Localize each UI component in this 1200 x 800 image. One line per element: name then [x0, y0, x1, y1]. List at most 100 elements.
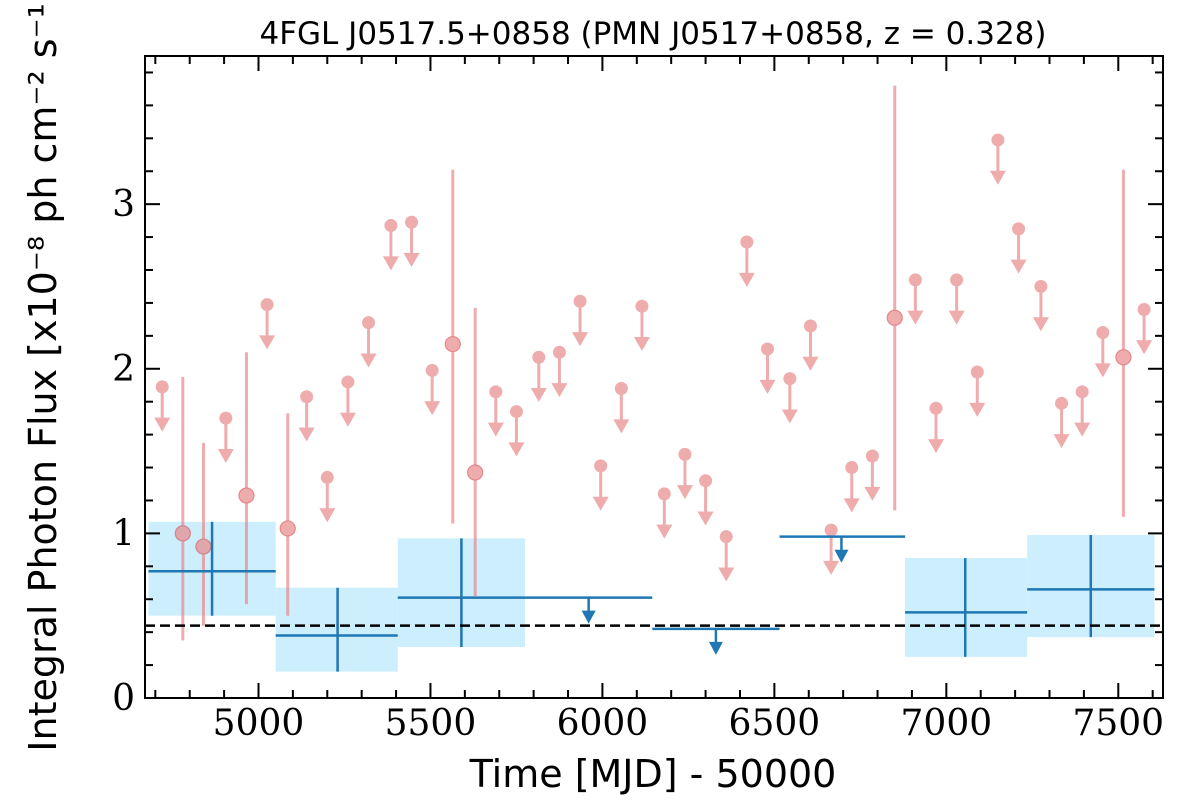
- detection-marker: [238, 487, 255, 504]
- monthly-upper-limit: [1074, 385, 1091, 437]
- monthly-upper-limit: [676, 447, 693, 500]
- upper-limit-marker: [1034, 279, 1048, 293]
- monthly-upper-limit: [259, 298, 276, 350]
- upper-limit-marker: [219, 411, 233, 425]
- upper-limit-marker: [635, 299, 649, 313]
- x-tick-label: 5000: [213, 703, 305, 744]
- upper-limit-arrowhead: [572, 332, 589, 347]
- monthly-upper-limit: [1032, 279, 1049, 332]
- upper-limit-arrowhead: [339, 412, 356, 427]
- monthly-upper-limit: [551, 345, 568, 398]
- monthly-detection: [1115, 169, 1132, 517]
- upper-limit-marker: [614, 382, 628, 396]
- y-tick-label: 3: [112, 184, 135, 225]
- x-tick-label: 7000: [901, 703, 993, 744]
- monthly-detection: [238, 352, 255, 605]
- monthly-upper-limit: [530, 350, 547, 403]
- monthly-upper-limit: [823, 523, 840, 575]
- upper-limit-marker: [699, 474, 713, 488]
- yearly-detection: [905, 558, 1028, 657]
- monthly-upper-limit: [697, 474, 714, 526]
- monthly-upper-limit: [217, 411, 234, 463]
- monthly-upper-limit: [969, 365, 986, 417]
- upper-limit-marker: [341, 375, 355, 389]
- upper-limit-marker: [405, 215, 419, 229]
- detection-marker: [467, 464, 484, 481]
- yearly-ul-arrowhead: [581, 610, 596, 624]
- upper-limit-marker: [740, 235, 754, 249]
- upper-limit-marker: [783, 372, 797, 386]
- monthly-upper-limit: [656, 487, 673, 539]
- upper-limit-arrowhead: [259, 335, 276, 350]
- upper-limit-marker: [760, 342, 774, 356]
- upper-limit-arrowhead: [508, 442, 525, 457]
- upper-limit-arrowhead: [656, 524, 673, 539]
- monthly-upper-limit: [298, 390, 315, 442]
- upper-limit-arrowhead: [1074, 422, 1091, 437]
- upper-limit-marker: [908, 273, 922, 287]
- upper-limit-marker: [678, 447, 692, 461]
- upper-limit-arrowhead: [298, 427, 315, 442]
- upper-limit-arrowhead: [217, 448, 234, 463]
- upper-limit-marker: [1096, 326, 1110, 340]
- y-axis-label: Integral Photon Flux [x10⁻⁸ ph cm⁻² s⁻¹]: [21, 0, 65, 752]
- upper-limit-marker: [489, 385, 503, 399]
- monthly-upper-limit: [633, 299, 650, 352]
- monthly-upper-limit: [154, 380, 171, 432]
- detection-marker: [886, 309, 903, 326]
- upper-limit-marker: [509, 405, 523, 419]
- detection-marker: [195, 538, 212, 555]
- upper-limit-marker: [425, 363, 439, 377]
- monthly-upper-limit: [1053, 396, 1070, 449]
- yearly-upper-limit: [779, 535, 906, 563]
- monthly-upper-limit: [928, 401, 945, 454]
- upper-limit-marker: [1137, 303, 1151, 317]
- upper-limit-marker: [970, 365, 984, 379]
- x-tick-label: 7500: [1072, 703, 1164, 744]
- y-tick-label: 2: [112, 349, 135, 390]
- monthly-upper-limit: [508, 405, 525, 457]
- upper-limit-marker: [1055, 396, 1069, 410]
- yearly-detection: [1027, 535, 1155, 638]
- x-axis-label: Time [MJD] - 50000: [469, 752, 837, 796]
- monthly-upper-limit: [843, 461, 860, 513]
- monthly-upper-limit: [1010, 222, 1027, 274]
- upper-limit-arrowhead: [319, 508, 336, 523]
- upper-limit-marker: [384, 219, 398, 233]
- monthly-upper-limit: [339, 375, 356, 427]
- upper-limit-arrowhead: [697, 511, 714, 526]
- upper-limit-marker: [1075, 385, 1089, 399]
- monthly-upper-limit: [1094, 326, 1111, 378]
- upper-limit-marker: [657, 487, 671, 501]
- upper-limit-arrowhead: [613, 419, 630, 434]
- upper-limit-arrowhead: [907, 310, 924, 325]
- monthly-detection: [444, 169, 461, 524]
- monthly-detection: [279, 413, 296, 616]
- upper-limit-arrowhead: [823, 560, 840, 575]
- upper-limit-arrowhead: [1094, 363, 1111, 378]
- upper-limit-arrowhead: [969, 402, 986, 417]
- upper-limit-arrowhead: [864, 486, 881, 501]
- x-tick-label: 6000: [557, 703, 649, 744]
- detection-marker: [279, 520, 296, 537]
- upper-limit-marker: [573, 294, 587, 308]
- upper-limit-marker: [865, 449, 879, 463]
- upper-limit-marker: [991, 133, 1005, 147]
- detection-marker: [444, 335, 461, 353]
- monthly-upper-limit: [864, 449, 881, 501]
- upper-limit-arrowhead: [424, 401, 441, 416]
- monthly-detection: [886, 85, 903, 511]
- chart-title: 4FGL J0517.5+0858 (PMN J0517+0858, z = 0…: [259, 16, 1046, 52]
- monthly-upper-limit: [592, 459, 609, 511]
- upper-limit-marker: [803, 319, 817, 333]
- upper-limit-marker: [1012, 222, 1026, 236]
- upper-limit-marker: [155, 380, 169, 394]
- upper-limit-marker: [950, 273, 964, 287]
- y-tick-label: 0: [112, 678, 135, 719]
- upper-limit-arrowhead: [989, 170, 1006, 185]
- yearly-upper-limit: [525, 596, 653, 624]
- upper-limit-marker: [594, 459, 608, 473]
- monthly-detection: [174, 377, 191, 641]
- monthly-upper-limit: [948, 273, 965, 325]
